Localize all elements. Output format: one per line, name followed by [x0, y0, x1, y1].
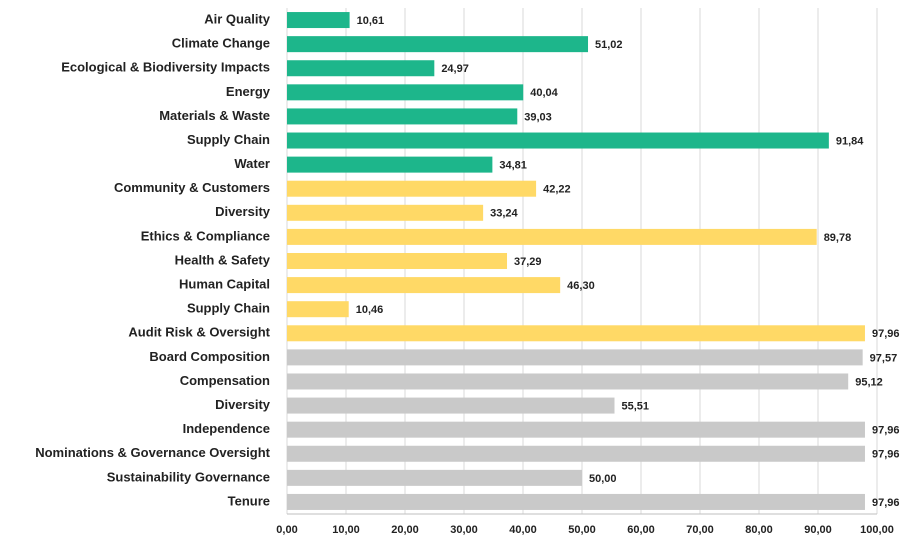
x-tick-label: 20,00: [391, 524, 419, 536]
category-label: Air Quality: [204, 11, 271, 26]
bar: [287, 132, 829, 149]
bar: [287, 325, 865, 342]
category-label: Materials & Waste: [159, 108, 270, 123]
x-tick-label: 30,00: [450, 524, 478, 536]
bar: [287, 445, 865, 462]
x-tick-label: 90,00: [804, 524, 832, 536]
category-label: Independence: [183, 421, 270, 436]
bar: [287, 156, 493, 173]
data-label: 50,00: [589, 473, 617, 485]
category-label: Nominations & Governance Oversight: [35, 445, 270, 460]
data-label: 95,12: [855, 376, 883, 388]
data-label: 10,46: [356, 304, 384, 316]
bar: [287, 84, 524, 101]
bar: [287, 36, 589, 53]
bar: [287, 108, 518, 125]
category-label: Audit Risk & Oversight: [128, 325, 270, 340]
category-label: Board Composition: [149, 349, 270, 364]
bar: [287, 349, 863, 366]
data-label: 24,97: [441, 63, 469, 75]
data-label: 46,30: [567, 280, 595, 292]
data-label: 97,57: [870, 352, 898, 364]
bar: [287, 228, 817, 245]
category-label: Human Capital: [179, 277, 270, 292]
data-label: 34,81: [499, 160, 527, 172]
x-tick-label: 60,00: [627, 524, 655, 536]
data-label: 55,51: [622, 400, 650, 412]
data-label: 39,03: [524, 111, 552, 123]
data-label: 97,96: [872, 497, 900, 509]
data-label: 97,96: [872, 449, 900, 461]
bar: [287, 373, 849, 390]
category-label: Community & Customers: [114, 180, 270, 195]
bar: [287, 180, 537, 197]
data-label: 40,04: [530, 87, 558, 99]
category-label: Supply Chain: [187, 132, 270, 147]
category-label: Water: [234, 156, 270, 171]
x-tick-label: 40,00: [509, 524, 537, 536]
x-tick-label: 50,00: [568, 524, 596, 536]
category-label: Ecological & Biodiversity Impacts: [61, 60, 270, 75]
category-label: Compensation: [180, 373, 270, 388]
x-tick-label: 10,00: [332, 524, 360, 536]
bar: [287, 60, 435, 77]
category-label: Supply Chain: [187, 301, 270, 316]
category-label: Climate Change: [172, 36, 270, 51]
data-label: 42,22: [543, 184, 571, 196]
data-label: 37,29: [514, 256, 542, 268]
x-tick-label: 70,00: [686, 524, 714, 536]
data-label: 33,24: [490, 208, 518, 220]
category-label: Diversity: [215, 204, 271, 219]
data-label: 91,84: [836, 135, 864, 147]
category-label: Tenure: [228, 493, 270, 508]
bar: [287, 204, 484, 221]
x-tick-label: 0,00: [276, 524, 297, 536]
data-label: 10,61: [357, 15, 385, 27]
bar: [287, 493, 865, 510]
category-label: Ethics & Compliance: [141, 228, 270, 243]
data-label: 89,78: [824, 232, 852, 244]
data-label: 97,96: [872, 425, 900, 437]
bar: [287, 277, 561, 294]
category-label: Health & Safety: [175, 252, 271, 267]
bar: [287, 301, 349, 318]
category-label: Diversity: [215, 397, 271, 412]
x-tick-label: 80,00: [745, 524, 773, 536]
category-label: Energy: [226, 84, 271, 99]
data-label: 97,96: [872, 328, 900, 340]
x-tick-label: 100,00: [860, 524, 894, 536]
bar: [287, 469, 582, 486]
bar: [287, 397, 615, 414]
bar: [287, 421, 865, 438]
category-label: Sustainability Governance: [107, 469, 270, 484]
bar: [287, 253, 508, 269]
data-label: 51,02: [595, 39, 623, 51]
bar: [287, 12, 350, 29]
